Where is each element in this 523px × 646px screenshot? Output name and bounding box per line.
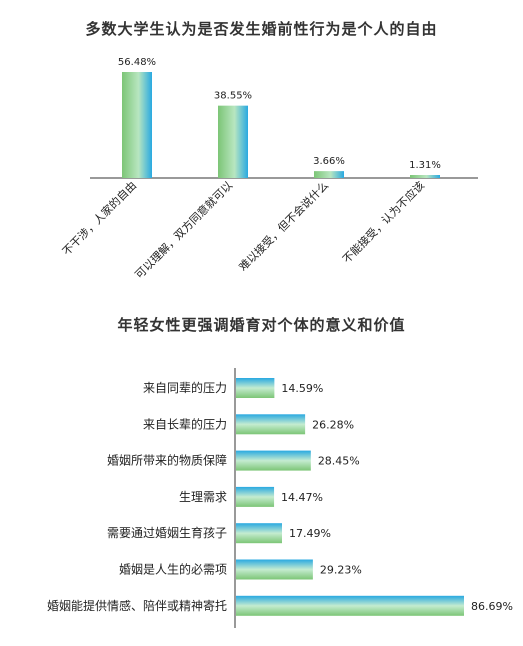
chart-1-bar: [122, 72, 152, 178]
chart-2-bar: [236, 486, 275, 507]
chart-2-bar: [236, 595, 464, 616]
chart-1-value-label: 38.55%: [214, 91, 252, 102]
chart-2-bar: [236, 559, 313, 580]
chart-1-vertical-bar: 56.48%不干涉，人家的自由38.55%可以理解，双方同意就可以3.66%难以…: [59, 57, 478, 281]
chart-2-category-label: 婚姻能提供情感、陪伴或精神寄托: [47, 598, 227, 613]
chart-1-bar: [410, 175, 440, 178]
chart-1-bar: [314, 171, 344, 178]
chart-2-bar: [236, 523, 282, 544]
chart-2-value-label: 29.23%: [320, 564, 362, 577]
chart-2-category-label: 婚姻是人生的必需项: [119, 562, 227, 577]
chart-1-value-label: 1.31%: [409, 160, 441, 171]
chart-2-value-label: 14.47%: [281, 491, 323, 504]
chart-2-category-label: 需要通过婚姻生育孩子: [107, 525, 227, 540]
chart-2-category-label: 婚姻所带来的物质保障: [107, 453, 227, 468]
chart-2-category-label: 来自同辈的压力: [143, 380, 227, 395]
chart-2-title: 年轻女性更强调婚育对个体的意义和价值: [117, 316, 406, 334]
chart-2-value-label: 86.69%: [471, 600, 513, 613]
chart-2-value-label: 17.49%: [289, 527, 331, 540]
chart-2-category-label: 生理需求: [179, 490, 227, 504]
chart-1-title: 多数大学生认为是否发生婚前性行为是个人的自由: [85, 20, 438, 38]
chart-1-value-label: 3.66%: [313, 156, 345, 167]
chart-2-value-label: 14.59%: [281, 382, 323, 395]
chart-1-value-label: 56.48%: [118, 57, 156, 68]
chart-2-category-label: 来自长辈的压力: [143, 416, 227, 431]
chart-2-bar: [236, 450, 311, 471]
chart-2-bar: [236, 414, 306, 435]
chart-2-value-label: 26.28%: [312, 418, 354, 431]
chart-2-value-label: 28.45%: [318, 455, 360, 468]
chart-2-bar: [236, 378, 275, 398]
chart-1-bar: [218, 105, 248, 178]
